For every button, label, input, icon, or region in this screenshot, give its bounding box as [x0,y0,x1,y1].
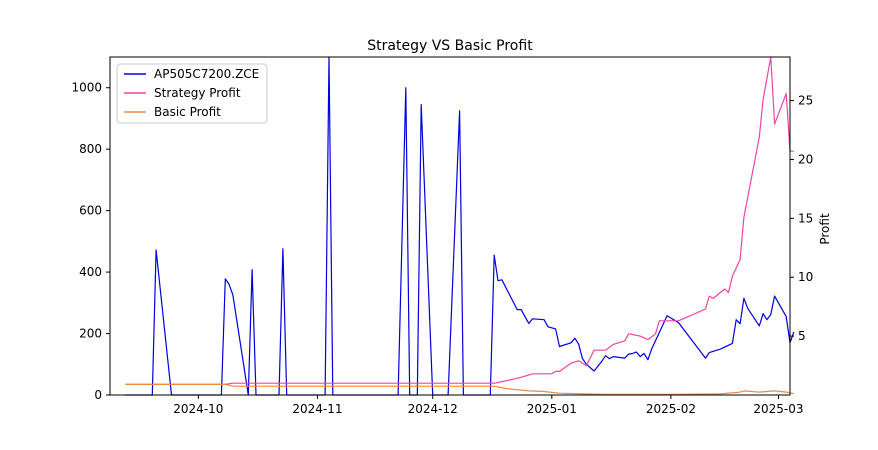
y-right-tick-label: 10 [798,270,813,284]
y-left-tick-label: 400 [79,265,102,279]
x-tick-label: 2025-03 [753,402,803,416]
x-tick-label: 2024-11 [292,402,342,416]
y-left-tick-label: 0 [94,388,102,402]
x-tick-label: 2025-01 [527,402,577,416]
legend-label: AP505C7200.ZCE [154,67,259,81]
y-left-tick-label: 1000 [71,81,102,95]
y-right-tick-label: 5 [798,329,806,343]
plot-frame [109,56,791,396]
x-axis: 2024-10 2024-11 2024-12 2025-01 2025-02 2025-… [173,395,804,416]
x-tick-label: 2024-12 [408,402,458,416]
series-layer [125,56,795,396]
y-right-tick-label: 25 [798,94,813,108]
legend-box [116,63,268,124]
y-axis-left: 0 200 400 600 800 1000 [71,81,110,402]
y-axis-right: 5 10 15 20 25 [790,94,813,343]
legend-label: Strategy Profit [154,86,241,100]
x-tick-label: 2024-10 [173,402,223,416]
chart-title: Strategy VS Basic Profit [367,38,533,54]
series-line-strategy-profit [125,56,794,385]
y-left-tick-label: 800 [79,142,102,156]
right-axis-title: Profit [818,213,832,245]
legend: AP505C7200.ZCE Strategy Profit Basic Profi… [116,63,268,124]
y-right-tick-label: 20 [798,152,813,166]
y-left-tick-label: 600 [79,204,102,218]
series-line-basic-profit [125,383,794,395]
y-left-tick-label: 200 [79,327,102,341]
x-tick-label: 2025-02 [646,402,696,416]
series-line-ap505c7200-zce [125,56,795,396]
legend-label: Basic Profit [154,105,221,119]
y-right-tick-label: 15 [798,211,813,225]
